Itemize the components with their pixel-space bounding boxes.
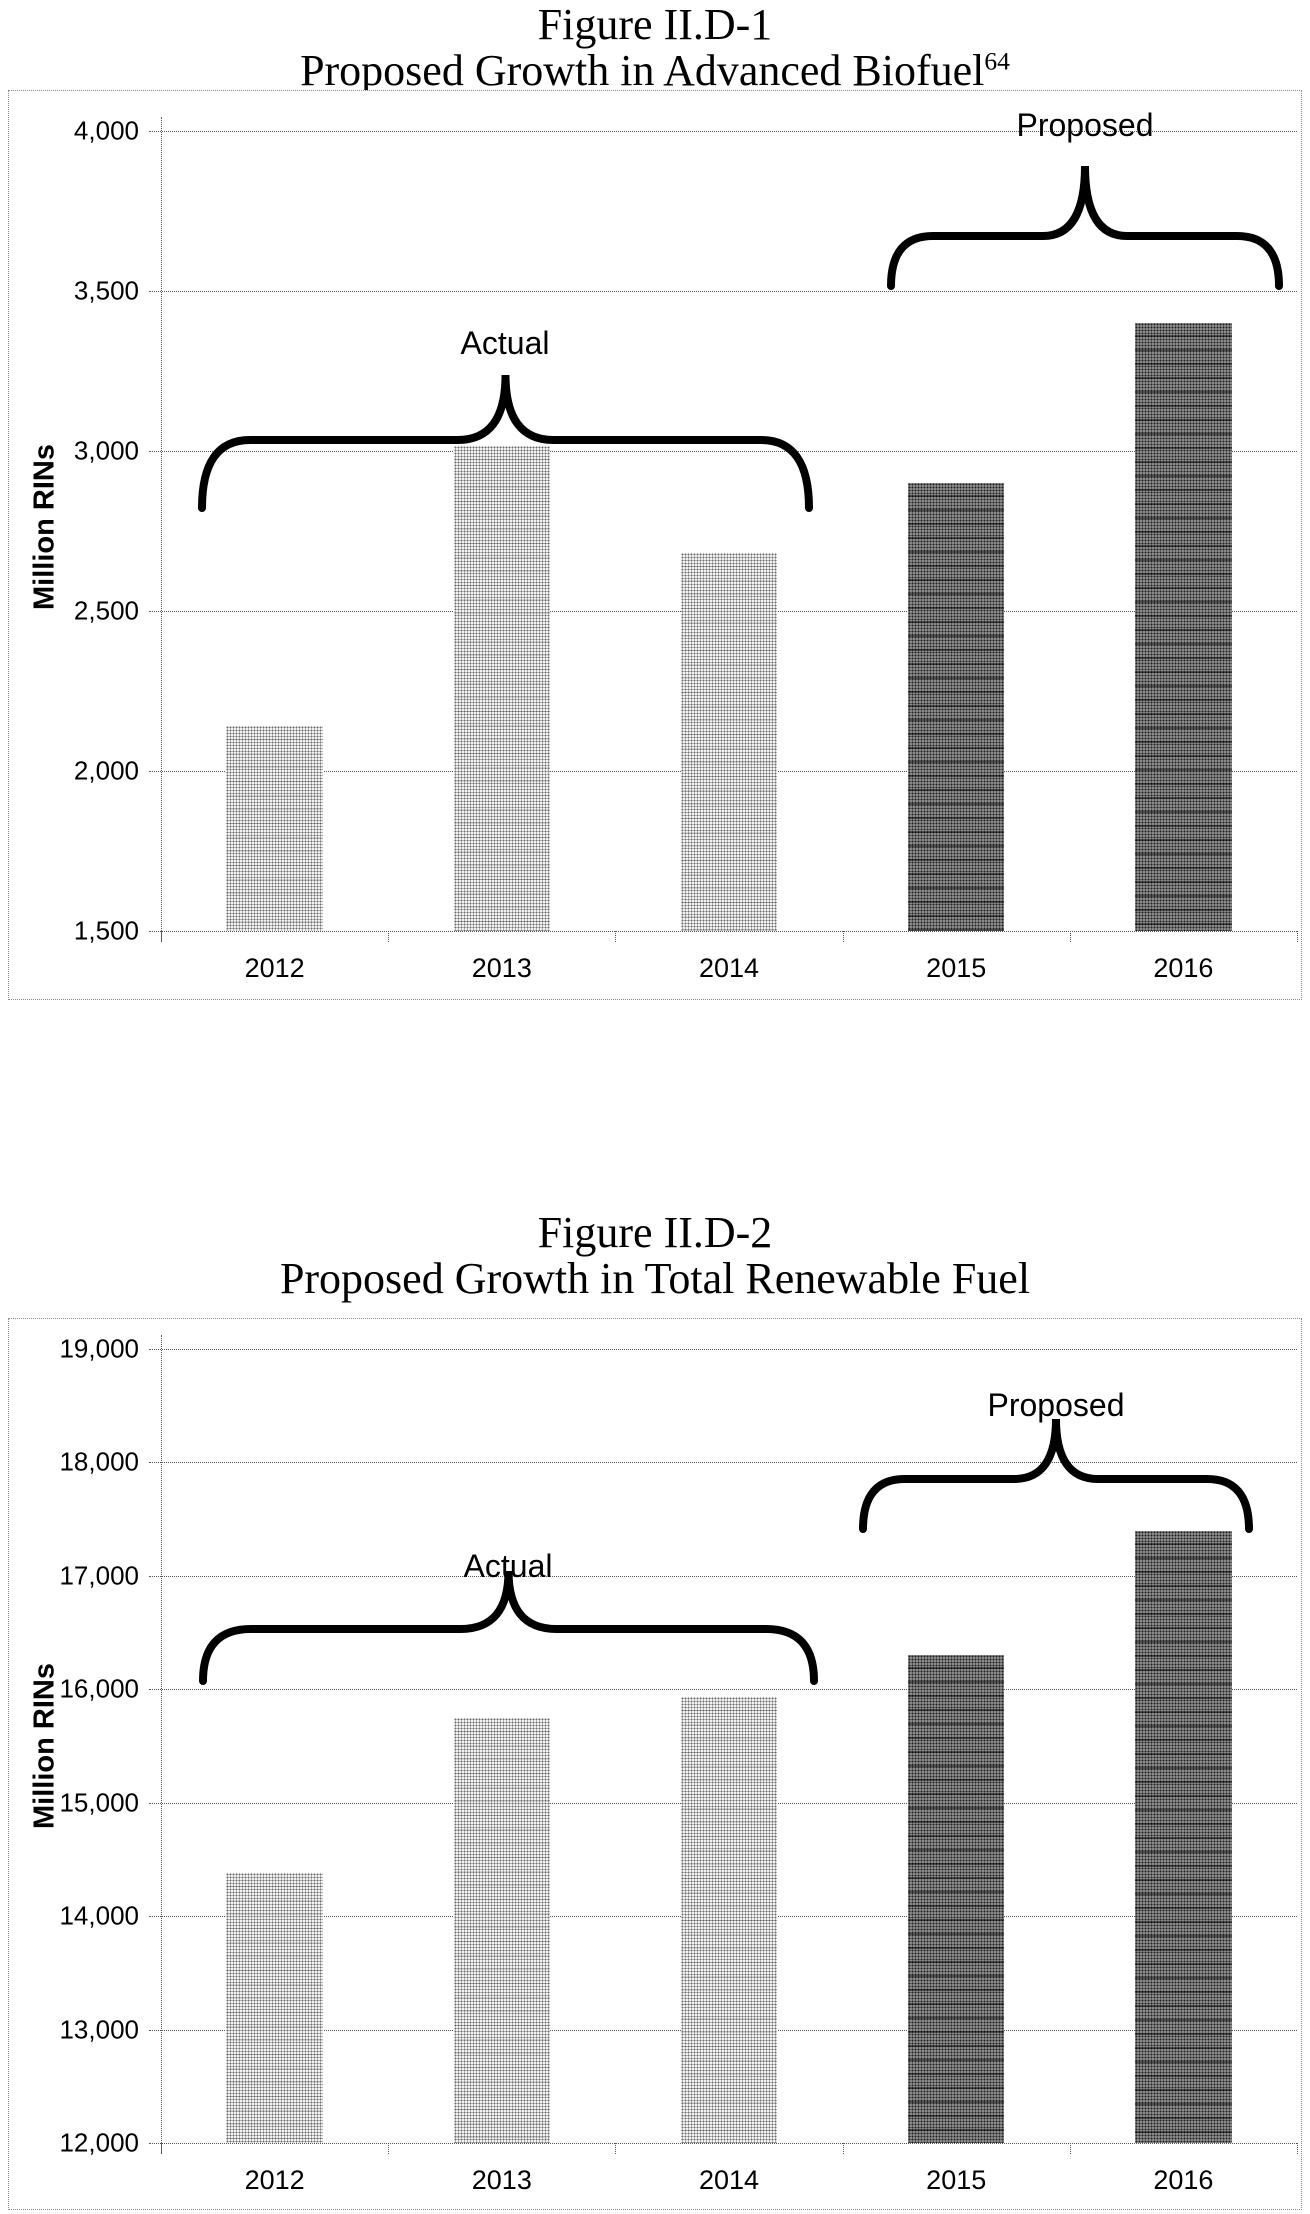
category-slot-2015 [843, 1349, 1070, 2143]
figure1-title-block: Figure II.D-1 Proposed Growth in Advance… [0, 0, 1310, 94]
bar-2013 [453, 1717, 551, 2143]
figure1-proposed-label: Proposed [1016, 107, 1154, 143]
figure1-chart-area: Million RINs 4,000 3,500 3,000 2,500 2,000 1,… [8, 90, 1302, 1000]
x-axis-tick [1069, 2143, 1071, 2154]
figure1-subtitle: Proposed Growth in Advanced Biofuel64 [0, 48, 1310, 94]
x-axis-tick [1297, 931, 1298, 942]
category-slot-2015 [843, 131, 1070, 931]
figure2-actual-label: Actual [463, 1548, 553, 1584]
y-tick-label: 4,000 [73, 115, 139, 146]
y-tick-label: 19,000 [59, 1333, 139, 1364]
x-axis-tick [615, 931, 617, 942]
x-tick-label-2012: 2012 [244, 2165, 305, 2195]
figure2-title-block: Figure II.D-2 Proposed Growth in Total R… [0, 1208, 1310, 1302]
y-tick-label: 17,000 [59, 1560, 139, 1591]
category-slot-2012 [161, 131, 388, 931]
bar-2015 [907, 483, 1005, 931]
y-tick-label: 1,500 [73, 915, 139, 946]
y-tick-label: 13,000 [59, 2014, 139, 2045]
bar-2016 [1135, 323, 1232, 931]
x-tick-label-2015: 2015 [926, 953, 987, 983]
gridline [149, 931, 1297, 932]
figure2-chart-area: Million RINs 19,000 18,000 17,000 16,000 15,… [8, 1318, 1302, 2210]
category-slot-2016 [1070, 1349, 1297, 2143]
x-tick-label-2013: 2013 [471, 2165, 532, 2195]
figure1-plot-area: Actual Proposed [149, 107, 1298, 942]
gridline [149, 2143, 1297, 2144]
bar-2015 [907, 1655, 1005, 2143]
figure1-number: Figure II.D-1 [537, 0, 773, 49]
y-tick-label: 18,000 [59, 1446, 139, 1477]
y-tick-label: 3,000 [73, 435, 139, 466]
bar-2012 [226, 1873, 323, 2143]
figure1-actual-label: Actual [460, 325, 550, 361]
x-tick-label-2015: 2015 [926, 2165, 987, 2195]
figure1-y-tick-labels: 4,000 3,500 3,000 2,500 2,000 1,500 [9, 116, 151, 946]
x-axis-tick [388, 931, 390, 942]
figure1-footnote-ref: 64 [984, 46, 1010, 76]
y-tick-label: 12,000 [59, 2127, 139, 2158]
figure2-subtitle: Proposed Growth in Total Renewable Fuel [0, 1256, 1310, 1302]
x-tick-label-2012: 2012 [244, 953, 305, 983]
figure2-plot-area: Actual Proposed [149, 1335, 1298, 2154]
x-tick-label-2016: 2016 [1153, 2165, 1214, 2195]
x-axis-tick [842, 931, 844, 942]
gridline [149, 1462, 1297, 1464]
x-axis-tick [615, 2143, 617, 2154]
figure2-y-tick-labels: 19,000 18,000 17,000 16,000 15,000 14,000 13,0… [9, 1334, 151, 2158]
bar-2012 [226, 726, 323, 931]
bar-2014 [680, 1697, 778, 2143]
x-axis-tick [161, 931, 162, 942]
bar-2013 [453, 446, 551, 931]
y-tick-label: 3,500 [73, 275, 139, 306]
x-axis-tick [1297, 2143, 1298, 2154]
y-tick-label: 16,000 [59, 1673, 139, 1704]
figure2-bars [161, 1349, 1297, 2143]
bar-2014 [680, 553, 778, 931]
gridline [149, 1349, 1297, 1350]
figure1-bars [161, 131, 1297, 931]
y-tick-label: 2,500 [73, 595, 139, 626]
figure2-x-axis-labels: 2012 2013 2014 2015 2016 [161, 2165, 1297, 2196]
category-slot-2013 [388, 131, 615, 931]
figure1-y-axis-line [161, 117, 162, 941]
gridline [149, 131, 1297, 132]
figure2-proposed-label: Proposed [987, 1387, 1125, 1423]
x-axis-tick [161, 2143, 162, 2154]
y-tick-label: 2,000 [73, 755, 139, 786]
category-slot-2012 [161, 1349, 388, 2143]
x-tick-label-2016: 2016 [1153, 953, 1214, 983]
figure1-x-axis-labels: 2012 2013 2014 2015 2016 [161, 953, 1297, 984]
y-tick-label: 15,000 [59, 1787, 139, 1818]
x-axis-tick [842, 2143, 844, 2154]
figure1-subtitle-text: Proposed Growth in Advanced Biofuel [300, 46, 985, 96]
figure2-y-axis-line [161, 1335, 162, 2153]
x-tick-label-2014: 2014 [698, 2165, 760, 2195]
x-axis-tick [1069, 931, 1071, 942]
figure2-number: Figure II.D-2 [537, 1208, 773, 1257]
category-slot-2014 [615, 131, 842, 931]
figure2-subtitle-text: Proposed Growth in Total Renewable Fuel [279, 1254, 1031, 1304]
y-tick-label: 14,000 [59, 1900, 139, 1931]
category-slot-2016 [1070, 131, 1297, 931]
gridline [149, 1689, 1297, 1691]
x-axis-tick [388, 2143, 390, 2154]
gridline [149, 291, 1297, 292]
category-slot-2013 [388, 1349, 615, 2143]
x-tick-label-2013: 2013 [471, 953, 532, 983]
category-slot-2014 [615, 1349, 842, 2143]
bar-2016 [1135, 1530, 1232, 2143]
x-tick-label-2014: 2014 [698, 953, 760, 983]
